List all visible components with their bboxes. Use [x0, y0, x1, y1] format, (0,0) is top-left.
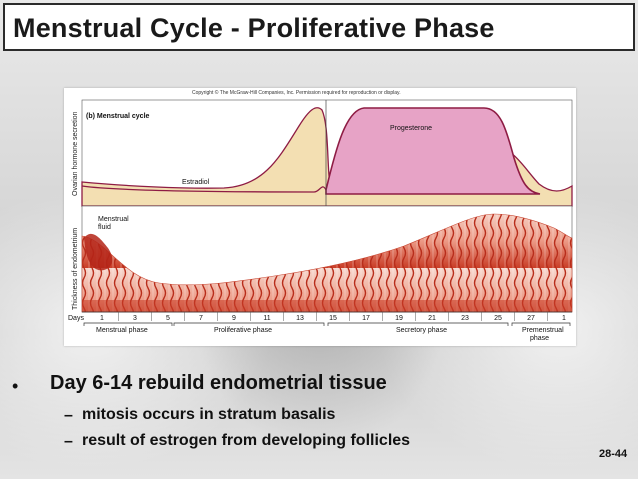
y-axis-top-label: Ovarian hormone secretion — [72, 111, 79, 196]
day-tick-label: 19 — [395, 315, 403, 322]
bullet-dot: • — [12, 376, 19, 396]
menstrual-fluid-spot — [84, 233, 113, 271]
day-tick-label: 9 — [232, 315, 236, 322]
phase-secretory: Secretory phase — [396, 327, 447, 334]
phase-proliferative: Proliferative phase — [214, 327, 272, 334]
day-tick-label: 1 — [100, 315, 104, 322]
sub-bullet-dash-1: – — [64, 407, 73, 424]
day-tick-label: 5 — [166, 315, 170, 322]
day-tick-label: 25 — [494, 315, 502, 322]
estradiol-label: Estradiol — [182, 179, 210, 186]
stratum-basalis — [82, 300, 572, 312]
day-tick-label: 21 — [428, 315, 436, 322]
day-tick-label: 1 — [562, 315, 566, 322]
y-axis-bottom-label: Thickness of endometrium — [72, 228, 79, 310]
day-tick-label: 13 — [296, 315, 304, 322]
slide-title: Menstrual Cycle - Proliferative Phase — [13, 13, 495, 43]
progesterone-baseline — [81, 185, 327, 193]
day-ticks: 1 3 5 7 9 11 13 15 17 19 21 23 25 27 1 — [100, 312, 566, 322]
progesterone-label: Progesterone — [390, 125, 432, 132]
days-label: Days — [68, 315, 84, 322]
menstrual-cycle-figure: Copyright © The McGraw-Hill Companies, I… — [64, 88, 576, 346]
day-tick-label: 11 — [263, 315, 270, 322]
bullet-main-text: Day 6-14 rebuild endometrial tissue — [50, 372, 387, 394]
cycle-diagram: Ovarian hormone secretion Thickness of e… — [64, 88, 573, 346]
copyright-notice: Copyright © The McGraw-Hill Companies, I… — [192, 90, 401, 96]
slide-number: 28-44 — [599, 448, 628, 460]
title-bar: Menstrual Cycle - Proliferative Phase — [3, 3, 635, 51]
day-tick-label: 7 — [199, 315, 203, 322]
day-tick-label: 27 — [527, 315, 535, 322]
day-tick-label: 17 — [362, 315, 370, 322]
day-tick-label: 23 — [461, 315, 469, 322]
sub-bullet-2: result of estrogen from developing folli… — [82, 432, 411, 449]
day-tick-label: 15 — [329, 315, 337, 322]
phase-menstrual: Menstrual phase — [96, 327, 148, 334]
panel-label: (b) Menstrual cycle — [86, 113, 150, 120]
phase-brackets — [83, 322, 571, 326]
menstrual-fluid-label: Menstrual fluid — [98, 216, 129, 231]
sub-bullet-1: mitosis occurs in stratum basalis — [82, 406, 336, 423]
sub-bullet-dash-2: – — [64, 433, 73, 450]
endometrium-tissue — [81, 213, 573, 313]
progesterone-area — [325, 107, 541, 195]
day-tick-label: 3 — [133, 315, 137, 322]
phase-premenstrual: Premenstrual phase — [522, 327, 564, 342]
